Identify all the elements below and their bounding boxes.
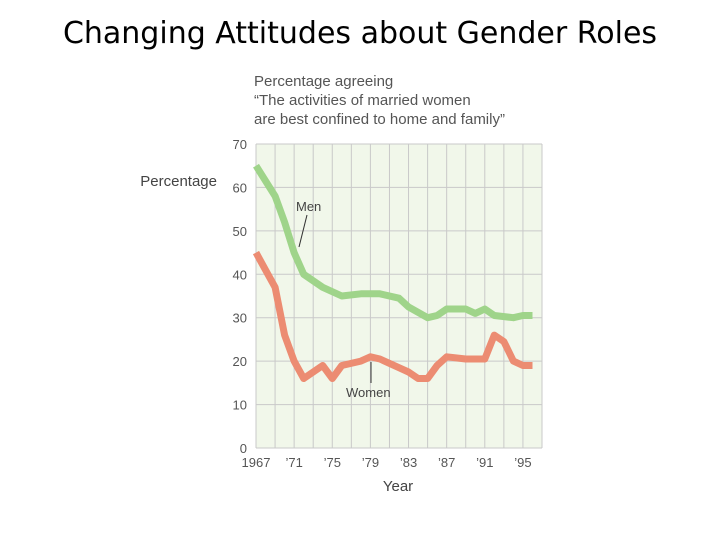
leader-line-men — [298, 214, 308, 248]
y-tick-label: 10 — [233, 398, 247, 413]
series-lines — [252, 163, 533, 382]
series-label-men: Men — [296, 199, 321, 214]
y-tick-label: 0 — [240, 441, 247, 456]
x-tick-label: ’91 — [476, 455, 493, 470]
y-tick-label: 50 — [233, 224, 247, 239]
subtitle-line: Percentage agreeing — [254, 73, 393, 90]
x-tick-label: ’71 — [285, 455, 302, 470]
x-axis-label: Year — [383, 478, 413, 495]
chart-subtitle: Percentage agreeing “The activities of ma… — [254, 73, 505, 128]
y-tick-labels: 0 10 20 30 40 50 60 70 — [233, 137, 247, 456]
subtitle-line: are best confined to home and family” — [254, 111, 505, 128]
grid — [255, 143, 543, 449]
series-line-men — [253, 163, 533, 322]
subtitle-line: “The activities of married women — [254, 92, 471, 109]
y-tick-label: 70 — [233, 137, 247, 152]
y-tick-label: 40 — [233, 267, 247, 282]
y-tick-label: 30 — [233, 311, 247, 326]
y-tick-label: 20 — [233, 354, 247, 369]
x-tick-label: ’83 — [400, 455, 417, 470]
x-tick-label: ’95 — [514, 455, 531, 470]
x-tick-label: 1967 — [242, 455, 271, 470]
x-tick-labels: 1967 ’71 ’75 ’79 ’83 ’87 ’91 ’95 — [242, 455, 532, 470]
y-tick-label: 60 — [233, 180, 247, 195]
x-tick-label: ’87 — [438, 455, 455, 470]
x-tick-label: ’75 — [324, 455, 341, 470]
x-tick-label: ’79 — [362, 455, 379, 470]
series-annotations: Men Women — [296, 199, 391, 400]
series-label-women: Women — [346, 385, 391, 400]
slide-title: Changing Attitudes about Gender Roles — [62, 16, 658, 51]
y-axis-label: Percentage — [140, 173, 217, 190]
series-line-women — [252, 250, 533, 382]
